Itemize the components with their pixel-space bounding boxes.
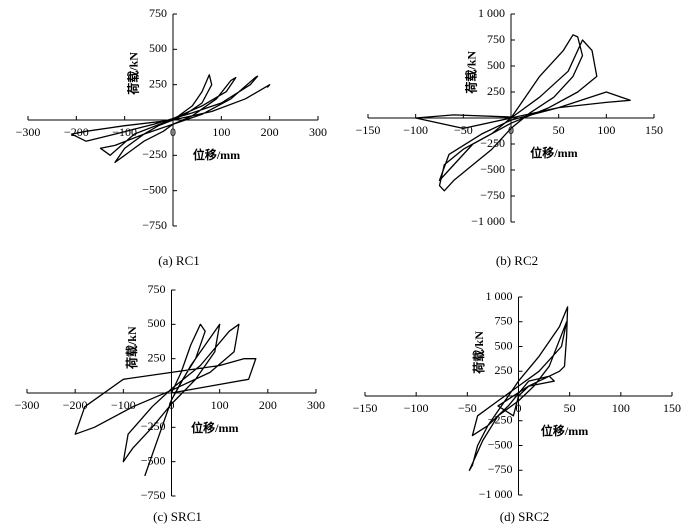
y-tick-label: −1 000 — [471, 214, 505, 228]
x-tick-label: 100 — [612, 401, 630, 415]
y-tick-label: 750 — [149, 6, 167, 20]
x-tick-label: −50 — [454, 123, 473, 137]
x-tick-label: −100 — [111, 398, 136, 412]
x-tick-label: 50 — [553, 123, 565, 137]
chart-panel: −300 −200 −100 0 100 200 300−750−500−250250500… — [15, 282, 325, 524]
x-tick-label: −100 — [403, 123, 428, 137]
x-tick-label: 0 — [170, 125, 176, 139]
panel-caption: (a) RC1 — [158, 253, 200, 268]
y-tick-label: −250 — [142, 147, 167, 161]
y-tick-label: 1 000 — [478, 6, 505, 20]
hysteresis-curve — [468, 306, 569, 471]
y-tick-label: 750 — [148, 282, 166, 296]
x-axis-label: 位移/mm — [541, 423, 588, 438]
y-tick-label: −1 000 — [479, 487, 513, 501]
y-tick-label: 750 — [487, 32, 505, 46]
x-tick-label: 150 — [645, 123, 663, 137]
y-tick-label: −250 — [480, 136, 505, 150]
x-axis-label: 位移/mm — [530, 145, 577, 160]
y-tick-label: 250 — [487, 84, 505, 98]
x-tick-label: −100 — [404, 401, 429, 415]
x-tick-label: 50 — [564, 401, 576, 415]
x-tick-label: 300 — [307, 398, 325, 412]
y-axis-label: 荷载/kN — [126, 52, 141, 96]
chart-panel: −300 −200 −100 0 100 200 300−750−500−250250500… — [16, 6, 327, 268]
y-tick-label: 500 — [495, 338, 513, 352]
y-tick-label: −500 — [488, 437, 513, 451]
x-tick-label: −300 — [16, 125, 41, 139]
x-tick-label: 100 — [211, 398, 229, 412]
x-tick-label: 0 — [508, 123, 514, 137]
chart-panel: −150 −100 −50 0 50 100 150−1 000−750−500−25025… — [353, 289, 681, 524]
y-tick-label: 250 — [148, 350, 166, 364]
y-tick-label: 500 — [487, 58, 505, 72]
x-tick-label: 100 — [597, 123, 615, 137]
x-tick-label: −150 — [356, 123, 381, 137]
y-axis-label: 荷载/kN — [464, 51, 479, 95]
x-tick-label: 300 — [309, 125, 327, 139]
x-tick-label: −200 — [64, 125, 89, 139]
chart-panel: −150 −100 −50 0 50 100 150−1 000−750−500−25025… — [356, 6, 663, 268]
y-tick-label: 250 — [149, 76, 167, 90]
x-tick-label: 200 — [259, 398, 277, 412]
x-tick-label: −50 — [458, 401, 477, 415]
hysteresis-curve — [74, 323, 257, 477]
y-tick-label: 500 — [149, 41, 167, 55]
x-axis-label: 位移/mm — [193, 147, 240, 162]
y-tick-label: −500 — [142, 182, 167, 196]
x-axis-label: 位移/mm — [191, 420, 238, 435]
x-tick-label: −150 — [353, 401, 378, 415]
panel-caption: (d) SRC2 — [500, 509, 549, 524]
x-tick-label: 100 — [212, 125, 230, 139]
y-tick-label: −500 — [141, 453, 166, 467]
y-tick-label: −750 — [488, 462, 513, 476]
y-axis-label: 荷载/kN — [124, 326, 139, 370]
y-tick-label: −500 — [480, 162, 505, 176]
y-tick-label: −750 — [480, 188, 505, 202]
x-tick-label: −300 — [15, 398, 40, 412]
panel-caption: (c) SRC1 — [153, 509, 202, 524]
y-tick-label: 1 000 — [486, 289, 513, 303]
y-tick-label: −750 — [141, 488, 166, 502]
y-axis-label: 荷载/kN — [471, 331, 486, 375]
y-tick-label: −750 — [142, 218, 167, 232]
y-tick-label: 750 — [495, 314, 513, 328]
x-tick-label: −200 — [63, 398, 88, 412]
hysteresis-curve — [70, 74, 271, 164]
x-tick-label: 150 — [663, 401, 681, 415]
y-tick-label: 500 — [148, 316, 166, 330]
x-tick-label: 0 — [516, 401, 522, 415]
panel-caption: (b) RC2 — [496, 253, 538, 268]
y-tick-label: 250 — [495, 363, 513, 377]
hysteresis-curve — [415, 34, 631, 192]
x-tick-label: 200 — [261, 125, 279, 139]
